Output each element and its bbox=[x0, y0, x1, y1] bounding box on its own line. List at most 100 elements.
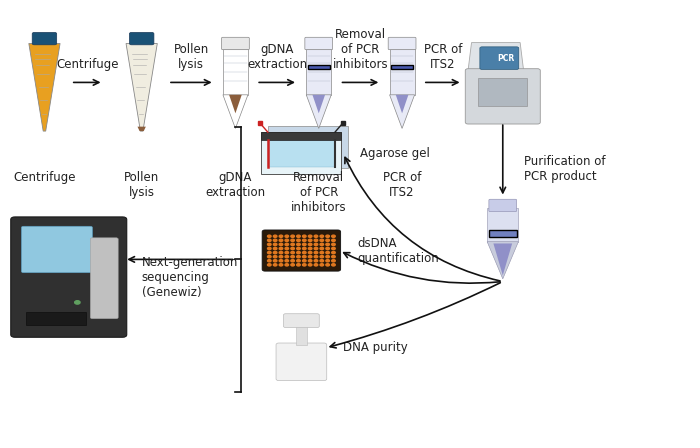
Circle shape bbox=[291, 264, 295, 266]
Circle shape bbox=[297, 243, 300, 246]
Circle shape bbox=[291, 247, 295, 250]
Polygon shape bbox=[126, 43, 158, 131]
Circle shape bbox=[332, 243, 335, 246]
Circle shape bbox=[326, 243, 330, 246]
FancyBboxPatch shape bbox=[221, 37, 249, 50]
Circle shape bbox=[279, 264, 283, 266]
Circle shape bbox=[326, 239, 330, 241]
Polygon shape bbox=[390, 95, 414, 129]
Circle shape bbox=[332, 239, 335, 241]
Circle shape bbox=[279, 260, 283, 262]
Circle shape bbox=[267, 255, 271, 258]
Circle shape bbox=[267, 243, 271, 246]
Circle shape bbox=[314, 260, 318, 262]
Circle shape bbox=[309, 247, 312, 250]
Circle shape bbox=[279, 235, 283, 237]
Circle shape bbox=[274, 239, 277, 241]
Circle shape bbox=[302, 251, 306, 254]
Circle shape bbox=[320, 243, 323, 246]
Text: PCR of
ITS2: PCR of ITS2 bbox=[383, 171, 421, 199]
Circle shape bbox=[314, 247, 318, 250]
FancyBboxPatch shape bbox=[223, 49, 248, 95]
Circle shape bbox=[297, 260, 300, 262]
FancyBboxPatch shape bbox=[22, 226, 92, 273]
Circle shape bbox=[309, 255, 312, 258]
FancyBboxPatch shape bbox=[26, 312, 86, 325]
Polygon shape bbox=[487, 242, 519, 279]
Text: Removal
of PCR
inhibitors: Removal of PCR inhibitors bbox=[291, 171, 346, 214]
Circle shape bbox=[297, 235, 300, 237]
FancyBboxPatch shape bbox=[10, 217, 127, 337]
Circle shape bbox=[274, 255, 277, 258]
Circle shape bbox=[279, 247, 283, 250]
Circle shape bbox=[314, 235, 318, 237]
FancyBboxPatch shape bbox=[479, 78, 527, 106]
Polygon shape bbox=[137, 127, 146, 131]
Text: Pollen
lysis: Pollen lysis bbox=[174, 43, 209, 71]
Circle shape bbox=[279, 255, 283, 258]
Circle shape bbox=[314, 239, 318, 241]
Circle shape bbox=[267, 235, 271, 237]
Circle shape bbox=[291, 251, 295, 254]
Circle shape bbox=[291, 260, 295, 262]
Circle shape bbox=[309, 239, 312, 241]
FancyBboxPatch shape bbox=[130, 32, 154, 45]
Circle shape bbox=[309, 264, 312, 266]
Circle shape bbox=[279, 243, 283, 246]
Circle shape bbox=[274, 247, 277, 250]
Text: gDNA
extraction: gDNA extraction bbox=[205, 171, 265, 199]
Polygon shape bbox=[307, 95, 331, 129]
Circle shape bbox=[320, 239, 323, 241]
Circle shape bbox=[291, 239, 295, 241]
Circle shape bbox=[309, 243, 312, 246]
Circle shape bbox=[297, 247, 300, 250]
Circle shape bbox=[320, 264, 323, 266]
FancyBboxPatch shape bbox=[90, 238, 118, 319]
Circle shape bbox=[285, 260, 288, 262]
Text: Agarose gel: Agarose gel bbox=[360, 146, 430, 159]
Text: gDNA
extraction: gDNA extraction bbox=[247, 43, 307, 71]
Text: Removal
of PCR
inhibitors: Removal of PCR inhibitors bbox=[332, 28, 389, 71]
Circle shape bbox=[285, 235, 288, 237]
FancyBboxPatch shape bbox=[487, 208, 519, 242]
Circle shape bbox=[285, 251, 288, 254]
Circle shape bbox=[291, 243, 295, 246]
Circle shape bbox=[314, 243, 318, 246]
Polygon shape bbox=[29, 43, 60, 131]
Circle shape bbox=[309, 251, 312, 254]
Circle shape bbox=[314, 264, 318, 266]
FancyBboxPatch shape bbox=[268, 126, 348, 168]
Polygon shape bbox=[494, 243, 512, 276]
Text: Pollen
lysis: Pollen lysis bbox=[124, 171, 160, 199]
Circle shape bbox=[332, 251, 335, 254]
Polygon shape bbox=[395, 95, 408, 113]
Circle shape bbox=[332, 255, 335, 258]
Circle shape bbox=[314, 251, 318, 254]
Circle shape bbox=[297, 239, 300, 241]
Polygon shape bbox=[229, 95, 241, 113]
Circle shape bbox=[309, 260, 312, 262]
Text: dsDNA
quantification: dsDNA quantification bbox=[357, 237, 439, 265]
Text: Next-generation
sequencing
(Genewiz): Next-generation sequencing (Genewiz) bbox=[141, 256, 238, 299]
Circle shape bbox=[326, 264, 330, 266]
FancyBboxPatch shape bbox=[276, 343, 327, 381]
Circle shape bbox=[320, 235, 323, 237]
FancyBboxPatch shape bbox=[466, 69, 540, 124]
Circle shape bbox=[274, 235, 277, 237]
Circle shape bbox=[274, 260, 277, 262]
Circle shape bbox=[302, 235, 306, 237]
FancyBboxPatch shape bbox=[284, 314, 319, 327]
FancyBboxPatch shape bbox=[391, 65, 413, 69]
Circle shape bbox=[302, 260, 306, 262]
Circle shape bbox=[267, 260, 271, 262]
FancyBboxPatch shape bbox=[305, 37, 332, 50]
Text: Purification of
PCR product: Purification of PCR product bbox=[524, 155, 605, 183]
Circle shape bbox=[320, 260, 323, 262]
Text: DNA purity: DNA purity bbox=[343, 341, 408, 354]
Circle shape bbox=[332, 235, 335, 237]
FancyBboxPatch shape bbox=[262, 230, 341, 271]
Circle shape bbox=[285, 255, 288, 258]
Circle shape bbox=[279, 251, 283, 254]
Text: Centrifuge: Centrifuge bbox=[56, 58, 118, 71]
Circle shape bbox=[274, 243, 277, 246]
